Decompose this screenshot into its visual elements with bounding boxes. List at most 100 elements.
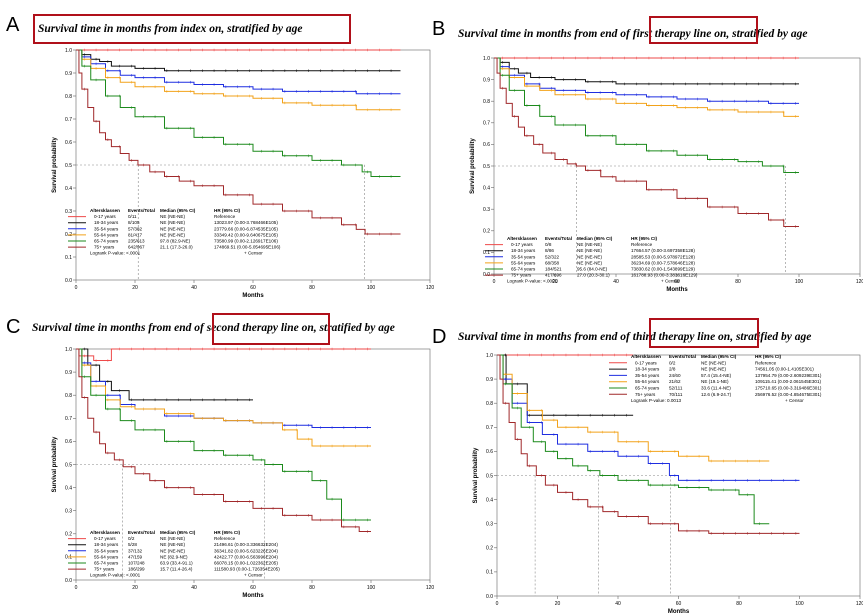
censor-mark bbox=[248, 500, 251, 503]
censor-mark bbox=[598, 80, 602, 84]
censor-mark bbox=[153, 76, 157, 79]
censor-mark bbox=[513, 56, 517, 60]
legend-cell: 55-64 years bbox=[635, 379, 660, 384]
censor-mark bbox=[720, 158, 724, 161]
x-tick-label: 20 bbox=[132, 285, 138, 291]
censor-mark bbox=[236, 94, 239, 98]
km-panel-a: 0.00.10.20.30.40.50.60.70.80.91.00 20 40 60… bbox=[52, 48, 434, 299]
censor-mark bbox=[600, 505, 604, 509]
censor-mark bbox=[770, 479, 773, 482]
censor-mark bbox=[613, 510, 616, 513]
km-curve-18-34-years bbox=[76, 348, 253, 401]
censor-mark bbox=[259, 202, 263, 206]
legend-cell: 27.0 (20.3-30.1) bbox=[577, 273, 610, 278]
censor-mark bbox=[224, 193, 228, 197]
censor-mark bbox=[271, 463, 275, 466]
censor-mark bbox=[647, 82, 651, 86]
censor-mark bbox=[588, 430, 592, 434]
censor-mark bbox=[200, 493, 204, 496]
censor-mark bbox=[720, 108, 724, 112]
censor-mark bbox=[189, 90, 192, 93]
censor-mark bbox=[330, 48, 334, 52]
censor-mark bbox=[637, 479, 640, 482]
y-tick-label: 0.9 bbox=[483, 77, 490, 83]
censor-mark bbox=[623, 102, 626, 105]
censor-mark bbox=[672, 95, 675, 99]
censor-mark bbox=[259, 69, 263, 72]
legend-cell: 33.6 (11.4-NE) bbox=[701, 386, 731, 391]
censor-mark bbox=[672, 149, 675, 153]
legend-cell: 57/382 bbox=[128, 226, 142, 231]
censor-mark bbox=[586, 56, 590, 60]
censor-mark bbox=[647, 56, 651, 60]
censor-mark bbox=[389, 69, 393, 72]
km-curve-65-74-years bbox=[76, 49, 401, 177]
y-tick-label: 0.3 bbox=[486, 522, 493, 528]
censor-mark bbox=[501, 56, 504, 60]
censor-mark bbox=[271, 202, 275, 206]
censor-mark bbox=[177, 347, 180, 351]
censor-mark bbox=[354, 347, 357, 351]
censor-mark bbox=[224, 347, 228, 351]
legend-cell: 2/8 bbox=[669, 367, 676, 372]
censor-mark bbox=[224, 398, 228, 402]
legend-header: Altersklassen bbox=[507, 236, 537, 241]
censor-mark bbox=[165, 347, 169, 351]
censor-mark bbox=[659, 104, 663, 107]
legend-header: Median (95% CI) bbox=[160, 530, 196, 535]
censor-mark bbox=[354, 90, 357, 93]
legend-cell: 70/111 bbox=[669, 392, 683, 397]
panel-letter-c: C bbox=[6, 316, 21, 338]
censor-mark bbox=[200, 92, 204, 95]
legend-cell: 73830.62 (0.00-1.543899E129) bbox=[631, 267, 695, 272]
censor-mark bbox=[576, 426, 580, 429]
censor-mark bbox=[697, 479, 701, 482]
censor-mark bbox=[248, 143, 251, 146]
censor-mark bbox=[271, 69, 275, 72]
censor-mark bbox=[189, 486, 192, 489]
censor-mark bbox=[354, 518, 357, 522]
x-tick-label: 120 bbox=[856, 279, 863, 285]
censor-mark bbox=[377, 175, 381, 178]
censor-mark bbox=[613, 430, 616, 434]
censor-mark bbox=[720, 56, 724, 60]
censor-mark bbox=[709, 479, 713, 482]
km-curve-75-years bbox=[76, 348, 371, 532]
censor-mark bbox=[295, 69, 298, 72]
legend-cell: 12.6 (6.9-24.7) bbox=[701, 392, 732, 397]
legend-cell: 18-34 years bbox=[94, 542, 119, 547]
legend-cell: NE (NE-NE) bbox=[701, 360, 726, 365]
legend-cell: 23779.66 (0.00-6.874535E105) bbox=[214, 226, 278, 231]
legend-cell: 36341.82 (0.00-5.623226E204) bbox=[214, 548, 278, 553]
censor-mark bbox=[696, 153, 700, 157]
censor-mark bbox=[366, 444, 369, 448]
censor-mark bbox=[672, 104, 675, 107]
censor-mark bbox=[733, 82, 736, 86]
x-tick-label: 40 bbox=[613, 279, 619, 285]
censor-mark bbox=[684, 197, 687, 200]
y-tick-label: 0.9 bbox=[486, 377, 493, 383]
censor-mark bbox=[224, 85, 228, 89]
y-tick-label: 0.3 bbox=[483, 207, 490, 213]
censor-mark bbox=[377, 48, 381, 52]
censor-mark bbox=[673, 522, 677, 525]
legend-cell: Reference bbox=[755, 360, 777, 365]
censor-mark bbox=[598, 134, 602, 138]
censor-mark bbox=[769, 110, 773, 114]
censor-mark bbox=[295, 423, 298, 427]
censor-mark bbox=[537, 84, 541, 88]
censor-mark bbox=[661, 522, 665, 525]
censor-mark bbox=[781, 102, 785, 105]
legend-cell: 95.6 (84.0-NE) bbox=[577, 267, 608, 272]
censor-mark bbox=[189, 412, 192, 415]
logrank-pvalue: Logrank P-value: <.0001 bbox=[90, 573, 141, 578]
censor-mark bbox=[528, 426, 531, 429]
censor-mark bbox=[259, 347, 263, 351]
censor-mark bbox=[562, 123, 565, 127]
censor-mark bbox=[611, 56, 614, 60]
legend-cell: 57.4 (15.4-NE) bbox=[701, 373, 732, 378]
legend-cell: 35-54 years bbox=[511, 254, 536, 259]
censor-mark bbox=[342, 103, 346, 107]
censor-mark bbox=[635, 102, 639, 105]
censor-mark bbox=[588, 353, 592, 357]
